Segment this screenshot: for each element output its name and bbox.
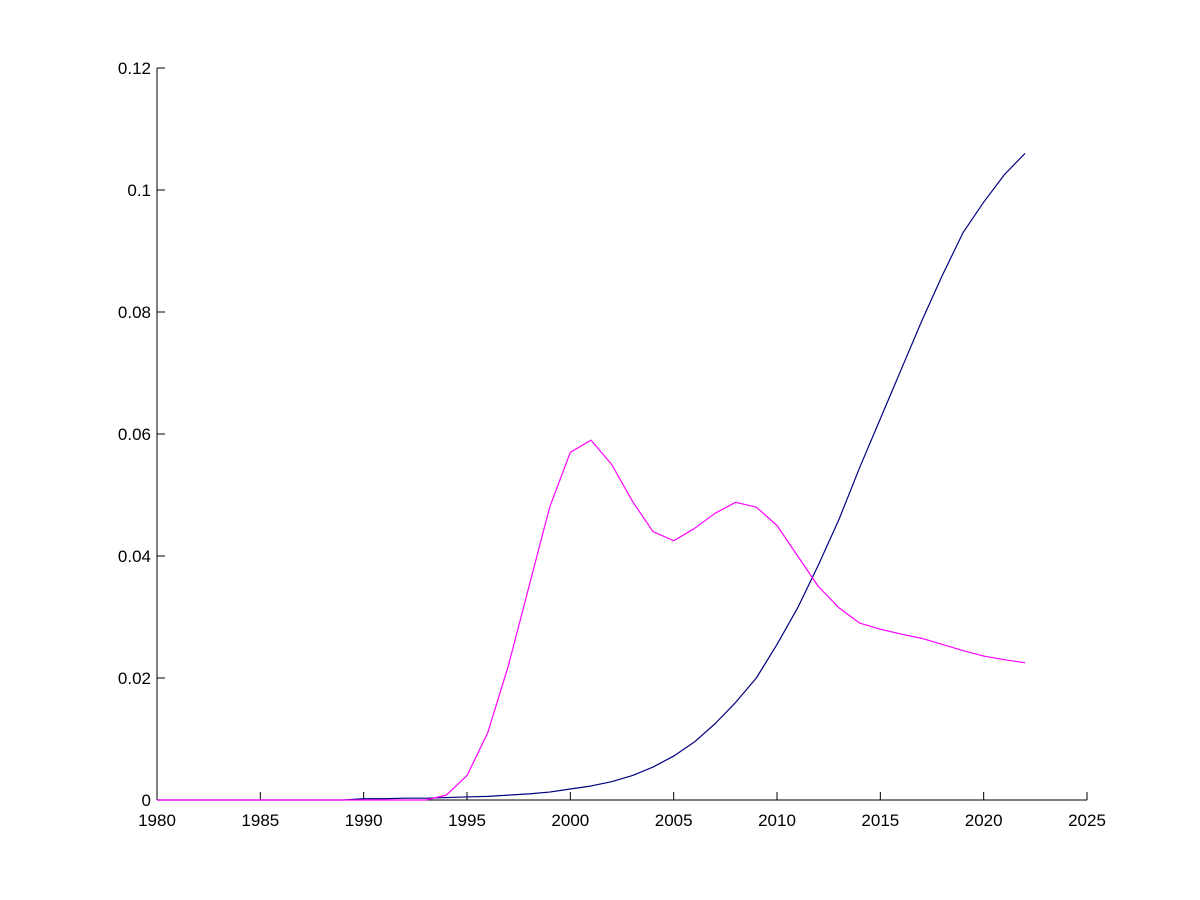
y-tick-label: 0.06 [118,425,151,444]
x-tick-label: 1990 [345,811,383,830]
x-tick-label: 2015 [861,811,899,830]
x-tick-label: 1980 [138,811,176,830]
y-tick-label: 0.08 [118,303,151,322]
x-tick-label: 1995 [448,811,486,830]
x-tick-label: 2010 [758,811,796,830]
y-tick-label: 0.12 [118,59,151,78]
y-tick-label: 0.04 [118,547,151,566]
series-line-2 [157,439,1026,801]
y-tick-label: 0.02 [118,669,151,688]
x-tick-label: 2020 [965,811,1003,830]
series-layer [157,152,1026,801]
y-tick-label: 0.1 [127,181,151,200]
x-tick-label: 1985 [241,811,279,830]
x-tick-label: 2025 [1068,811,1106,830]
y-tick-label: 0 [142,791,151,810]
x-tick-label: 2000 [551,811,589,830]
x-tick-label: 2005 [655,811,693,830]
axes: 1980 1985 1990 1995 2000 2005 2010 2015 2020 2025… [118,59,1106,830]
